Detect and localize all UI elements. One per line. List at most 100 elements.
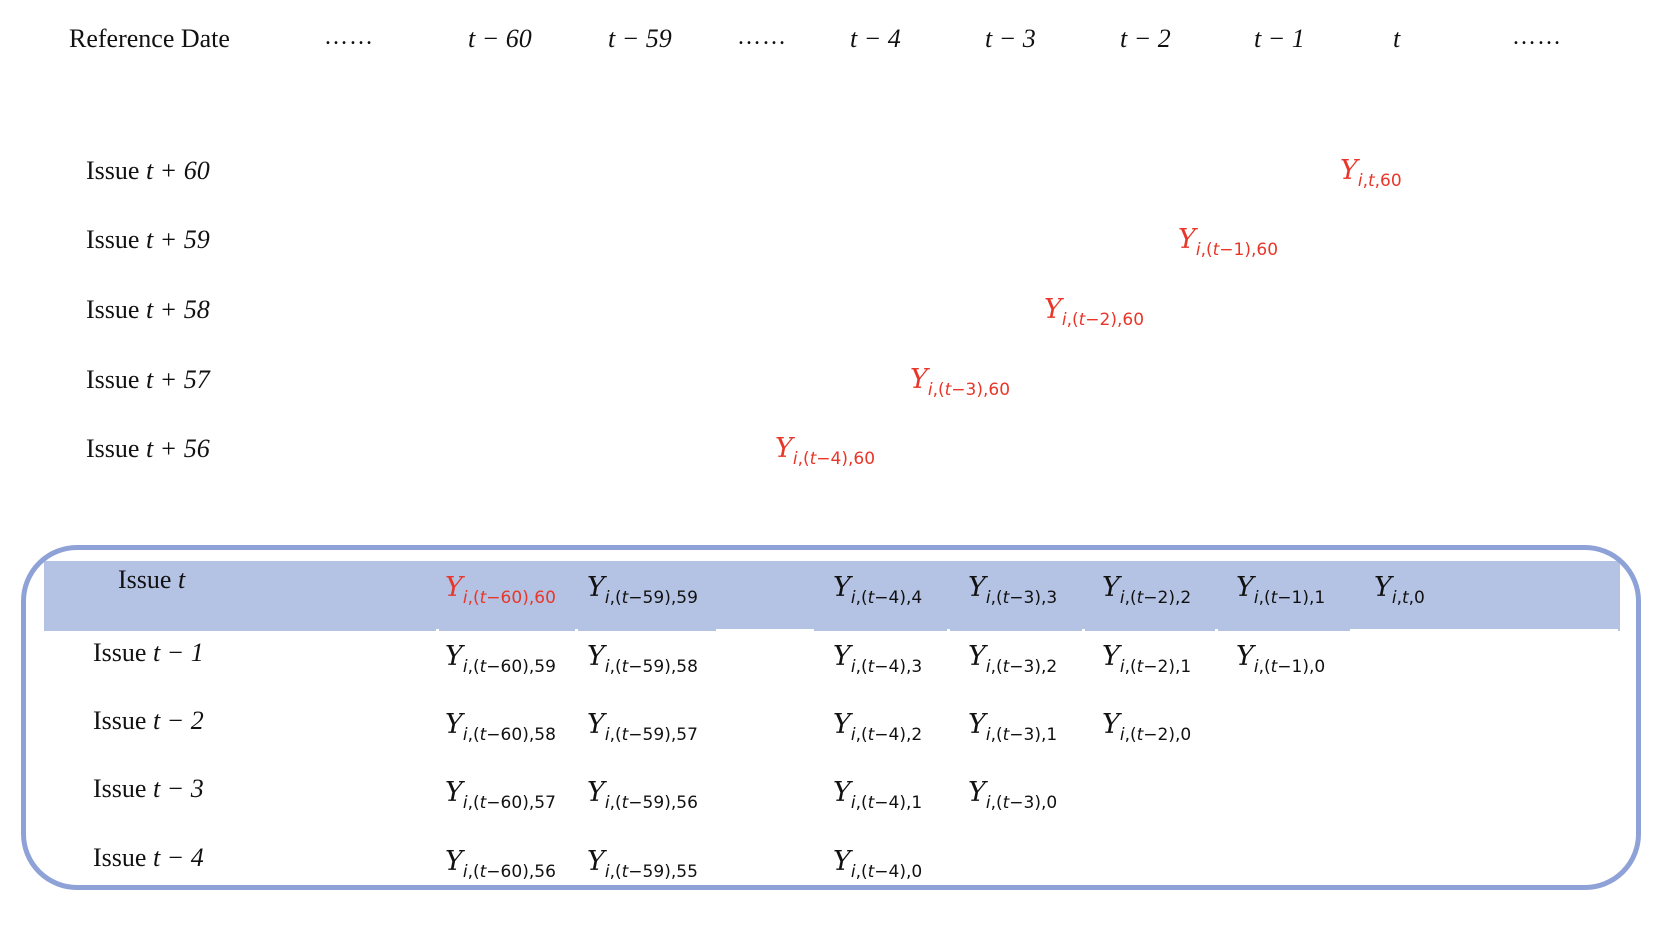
past-issue-label: Issue t − 2 (93, 706, 204, 736)
y-subscript: i,(t−60),56 (462, 862, 556, 882)
col-header-t-3: t − 3 (985, 24, 1036, 53)
issue-word: Issue (86, 295, 146, 324)
y-symbol: Y (1236, 641, 1254, 672)
y-subscript: i,(t−2),60 (1061, 310, 1145, 330)
issue-term: t − 2 (152, 706, 204, 735)
y-subscript: i,(t−59),55 (604, 862, 698, 882)
future-issue-label: Issue t + 59 (86, 225, 210, 255)
y-subscript: i,(t−3),2 (985, 657, 1058, 677)
future-issue-value: Yi,(t−3),60 (910, 365, 1010, 405)
past-issue-label: Issue t − 3 (93, 774, 204, 804)
y-subscript: i,(t−1),1 (1253, 588, 1326, 608)
band-cell-gap (1082, 629, 1085, 632)
y-subscript: i,(t−60),60 (462, 588, 556, 608)
y-symbol: Y (1178, 224, 1196, 255)
y-symbol: Y (1102, 709, 1120, 740)
y-subscript: i,(t−2),0 (1119, 725, 1192, 745)
band-cell-gap (575, 629, 578, 632)
y-symbol: Y (1374, 572, 1392, 603)
past-issue-label: Issue t − 1 (93, 638, 204, 668)
issue-word: Issue (93, 706, 153, 735)
window-cell-value: Yi,(t−59),58 (587, 642, 698, 682)
y-symbol: Y (587, 846, 605, 877)
y-subscript: i,t,0 (1391, 588, 1425, 608)
y-symbol: Y (587, 709, 605, 740)
y-subscript: i,(t−4),0 (850, 862, 923, 882)
band-cell-gap (1350, 629, 1618, 632)
y-symbol: Y (968, 572, 986, 603)
window-cell-value: Yi,(t−4),3 (833, 642, 922, 682)
issue-term: t − 3 (152, 774, 204, 803)
window-cell-value: Yi,(t−59),56 (587, 778, 698, 818)
current-window-frame (21, 545, 1641, 890)
window-cell-value: Yi,(t−2),2 (1102, 573, 1191, 613)
future-issue-value: Yi,t,60 (1340, 156, 1402, 196)
y-symbol: Y (968, 709, 986, 740)
y-symbol: Y (910, 364, 928, 395)
window-cell-value: Yi,(t−4),2 (833, 710, 922, 750)
y-symbol: Y (587, 572, 605, 603)
y-symbol: Y (445, 709, 463, 740)
window-cell-value: Yi,(t−59),59 (587, 573, 698, 613)
issue-word: Issue (86, 225, 146, 254)
future-issue-value: Yi,(t−2),60 (1044, 295, 1144, 335)
window-cell-value: Yi,t,0 (1374, 573, 1425, 613)
y-symbol: Y (833, 641, 851, 672)
window-cell-value: Yi,(t−1),1 (1236, 573, 1325, 613)
band-cell-gap (716, 629, 814, 632)
future-issue-value: Yi,(t−4),60 (775, 434, 875, 474)
window-cell-value: Yi,(t−4),1 (833, 778, 922, 818)
window-cell-value: Yi,(t−3),0 (968, 778, 1057, 818)
y-symbol: Y (968, 777, 986, 808)
current-issue-label: Issue t (118, 565, 185, 595)
window-cell-value: Yi,(t−60),60 (445, 573, 556, 613)
window-cell-value: Yi,(t−59),55 (587, 847, 698, 887)
ellipsis: …… (324, 24, 374, 50)
y-symbol: Y (968, 641, 986, 672)
future-issue-label: Issue t + 60 (86, 156, 210, 186)
window-cell-value: Yi,(t−1),0 (1236, 642, 1325, 682)
future-issue-label: Issue t + 58 (86, 295, 210, 325)
issue-word: Issue (93, 843, 153, 872)
issue-word: Issue (86, 365, 146, 394)
past-issue-label: Issue t − 4 (93, 843, 204, 873)
y-subscript: i,(t−4),60 (792, 449, 876, 469)
y-subscript: i,(t−3),0 (985, 793, 1058, 813)
y-subscript: i,(t−2),2 (1119, 588, 1192, 608)
band-cell-gap (436, 629, 439, 632)
y-symbol: Y (1236, 572, 1254, 603)
y-subscript: i,(t−1),60 (1195, 240, 1279, 260)
y-subscript: i,(t−4),3 (850, 657, 923, 677)
y-subscript: i,(t−59),59 (604, 588, 698, 608)
highlight-band (44, 561, 1620, 631)
band-cell-gap (947, 629, 950, 632)
y-subscript: i,(t−60),59 (462, 657, 556, 677)
y-symbol: Y (445, 846, 463, 877)
y-subscript: i,(t−2),1 (1119, 657, 1192, 677)
y-subscript: i,(t−4),1 (850, 793, 923, 813)
y-symbol: Y (445, 777, 463, 808)
window-cell-value: Yi,(t−4),4 (833, 573, 922, 613)
y-subscript: i,(t−3),60 (927, 380, 1011, 400)
issue-word: Issue (93, 638, 153, 667)
future-issue-label: Issue t + 57 (86, 365, 210, 395)
window-cell-value: Yi,(t−2),1 (1102, 642, 1191, 682)
y-subscript: i,(t−4),4 (850, 588, 923, 608)
y-subscript: i,(t−1),0 (1253, 657, 1326, 677)
y-symbol: Y (445, 641, 463, 672)
y-symbol: Y (833, 846, 851, 877)
y-symbol: Y (775, 433, 793, 464)
y-symbol: Y (1102, 641, 1120, 672)
window-cell-value: Yi,(t−2),0 (1102, 710, 1191, 750)
y-symbol: Y (1044, 294, 1062, 325)
y-symbol: Y (833, 777, 851, 808)
y-subscript: i,(t−60),58 (462, 725, 556, 745)
y-subscript: i,(t−59),56 (604, 793, 698, 813)
future-issue-label: Issue t + 56 (86, 434, 210, 464)
y-subscript: i,t,60 (1357, 171, 1402, 191)
issue-term: t − 4 (152, 843, 204, 872)
y-subscript: i,(t−59),57 (604, 725, 698, 745)
issue-term: t + 59 (145, 225, 210, 254)
issue-word: Issue (118, 565, 178, 594)
issue-term: t − 1 (152, 638, 204, 667)
